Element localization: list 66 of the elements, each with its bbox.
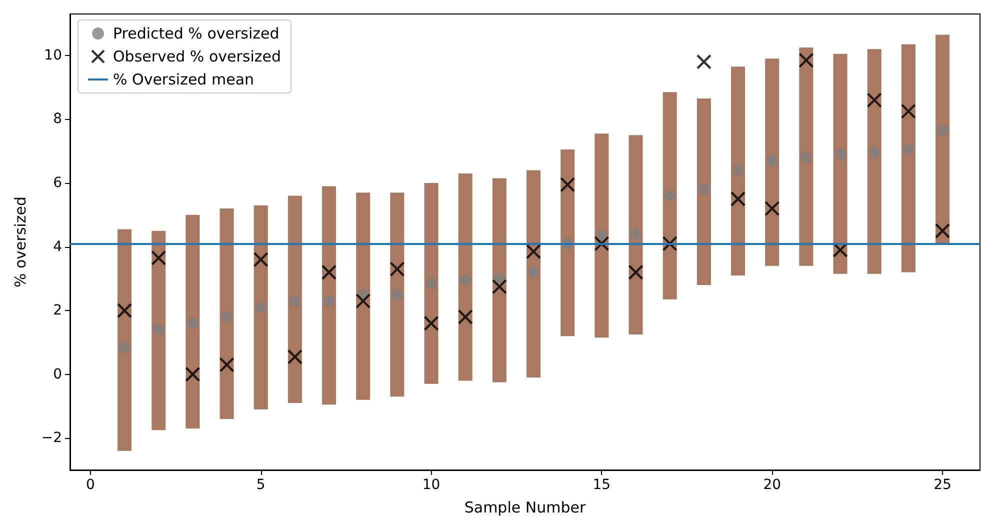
point bbox=[596, 230, 608, 242]
point bbox=[494, 273, 505, 284]
point bbox=[492, 279, 508, 294]
point bbox=[594, 236, 610, 252]
point bbox=[460, 274, 471, 286]
y-tick-label: −2 bbox=[41, 430, 62, 446]
point bbox=[458, 309, 473, 325]
legend-label: % Oversized mean bbox=[113, 70, 254, 88]
point bbox=[900, 104, 916, 119]
y-tick-label: 2 bbox=[53, 302, 62, 319]
point bbox=[630, 228, 642, 240]
y-tick-label: 6 bbox=[53, 175, 62, 192]
point bbox=[221, 311, 232, 322]
point bbox=[255, 302, 266, 313]
point bbox=[937, 124, 948, 136]
point bbox=[766, 155, 778, 166]
x-tick-label: 5 bbox=[256, 477, 266, 493]
point bbox=[253, 252, 268, 268]
point bbox=[289, 295, 300, 306]
point bbox=[426, 278, 437, 289]
point bbox=[324, 295, 335, 306]
point bbox=[390, 262, 405, 277]
point bbox=[119, 342, 130, 354]
point bbox=[560, 177, 576, 192]
x-tick-label: 0 bbox=[86, 477, 95, 493]
legend-label: Predicted % oversized bbox=[113, 24, 280, 42]
point bbox=[628, 264, 644, 280]
point bbox=[732, 164, 744, 176]
point bbox=[356, 293, 371, 309]
point bbox=[764, 200, 780, 216]
point bbox=[696, 54, 712, 70]
legend-label: Observed % oversized bbox=[113, 48, 282, 66]
point bbox=[151, 250, 166, 266]
y-tick-label: 10 bbox=[44, 47, 62, 64]
point bbox=[187, 318, 198, 329]
x-axis-title: Sample Number bbox=[464, 498, 586, 516]
point bbox=[798, 52, 814, 68]
point bbox=[528, 266, 540, 278]
point bbox=[662, 236, 678, 252]
point bbox=[664, 190, 676, 202]
point bbox=[424, 316, 439, 331]
x-tick-label: 20 bbox=[763, 477, 782, 493]
x-tick-label: 25 bbox=[934, 477, 952, 493]
y-tick-label: 4 bbox=[53, 238, 62, 255]
point bbox=[800, 152, 812, 163]
y-axis-title: % oversized bbox=[12, 196, 30, 288]
y-tick-label: 8 bbox=[53, 111, 62, 128]
point bbox=[866, 92, 882, 108]
point bbox=[392, 289, 403, 300]
point bbox=[526, 244, 542, 260]
point bbox=[185, 366, 200, 382]
point bbox=[321, 264, 337, 280]
point bbox=[868, 147, 880, 158]
point bbox=[219, 357, 234, 372]
point bbox=[934, 223, 950, 238]
point bbox=[730, 191, 746, 207]
y-tick-label: 0 bbox=[53, 366, 62, 382]
point bbox=[116, 302, 132, 318]
point bbox=[153, 324, 164, 336]
point bbox=[698, 184, 710, 195]
x-tick-label: 15 bbox=[592, 477, 611, 493]
point bbox=[834, 148, 846, 160]
point bbox=[287, 349, 303, 364]
point bbox=[832, 242, 848, 258]
x-tick-label: 10 bbox=[422, 477, 440, 493]
point bbox=[902, 144, 914, 156]
